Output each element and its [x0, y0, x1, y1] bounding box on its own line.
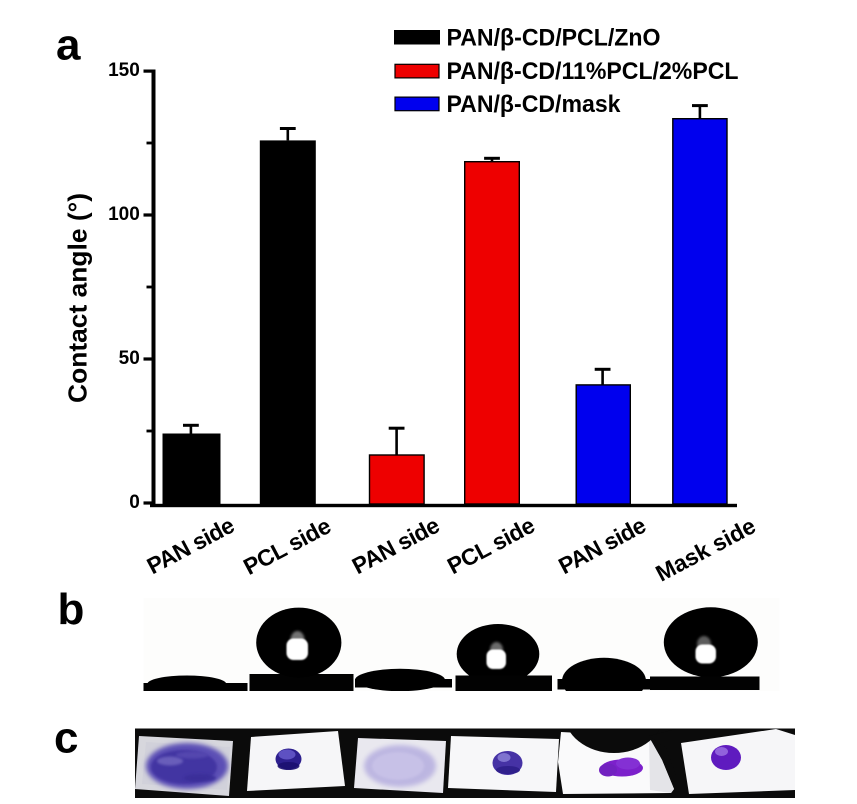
svg-text:150: 150 [108, 60, 140, 81]
svg-text:Contact angle (°): Contact angle (°) [63, 193, 93, 403]
svg-text:Mask side: Mask side [651, 512, 759, 586]
svg-text:PAN side: PAN side [554, 512, 650, 580]
svg-text:PAN/β-CD/PCL/ZnO: PAN/β-CD/PCL/ZnO [447, 25, 661, 52]
svg-text:100: 100 [108, 204, 140, 225]
svg-text:PCL side: PCL side [443, 512, 539, 580]
svg-text:c: c [54, 713, 78, 762]
svg-text:PAN/β-CD/11%PCL/2%PCL: PAN/β-CD/11%PCL/2%PCL [447, 58, 739, 85]
svg-text:PAN/β-CD/mask: PAN/β-CD/mask [447, 91, 622, 118]
svg-text:0: 0 [129, 492, 140, 513]
svg-text:b: b [58, 585, 85, 634]
svg-text:PCL side: PCL side [239, 512, 335, 580]
svg-text:PAN side: PAN side [348, 512, 444, 580]
svg-text:50: 50 [119, 348, 140, 369]
svg-text:PAN side: PAN side [143, 512, 239, 580]
svg-text:a: a [56, 21, 81, 70]
